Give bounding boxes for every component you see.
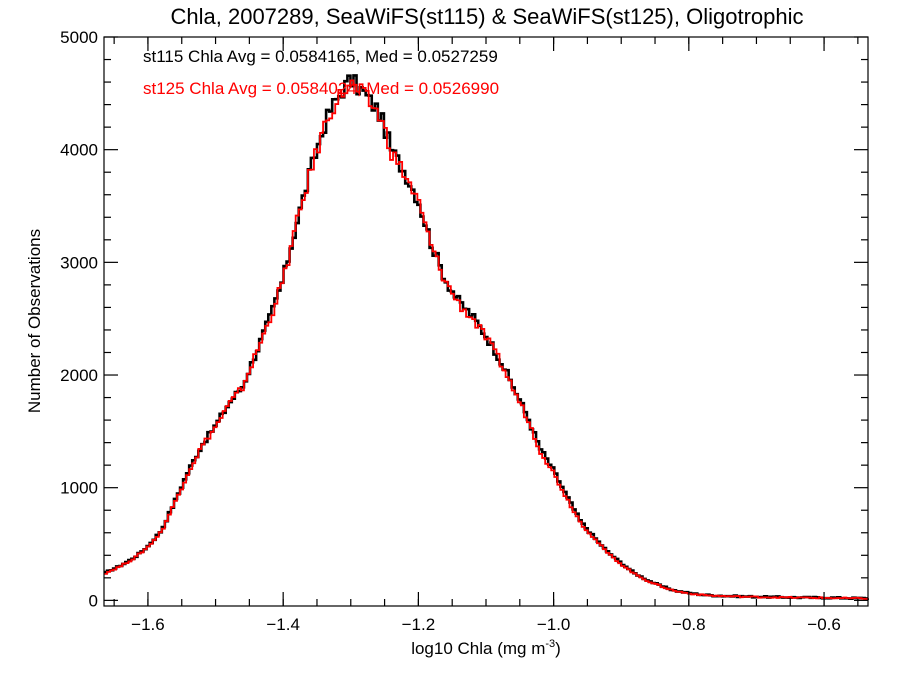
annotation-st125: st125 Chla Avg = 0.0584024, Med = 0.0526… (143, 79, 499, 98)
series-layer (104, 74, 869, 600)
x-tick-label: −0.8 (672, 615, 706, 634)
x-tick-label: −1.2 (402, 615, 436, 634)
y-tick-label: 5000 (60, 28, 98, 47)
x-axis-label: log10 Chla (mg m-3) (411, 638, 561, 658)
x-axis-label-sup: -3 (545, 638, 555, 650)
x-tick-label: −1.4 (266, 615, 300, 634)
y-tick-label: 4000 (60, 141, 98, 160)
y-axis-label: Number of Observations (25, 229, 44, 413)
chart-title: Chla, 2007289, SeaWiFS(st115) & SeaWiFS(… (171, 4, 804, 29)
y-tick-label: 2000 (60, 366, 98, 385)
x-axis-label-main: log10 Chla (mg m (411, 639, 545, 658)
x-tick-label: −0.6 (807, 615, 841, 634)
y-tick-label: 1000 (60, 479, 98, 498)
series-st125-line (104, 79, 869, 600)
x-tick-label: −1.6 (131, 615, 165, 634)
ticks-layer: −1.6 −1.4 −1.2 −1.0 −0.8 −0.6 0 1000 2000 3000 400… (60, 28, 868, 634)
y-tick-label: 3000 (60, 253, 98, 272)
x-axis-label-end: ) (555, 639, 561, 658)
annotation-st115: st115 Chla Avg = 0.0584165, Med = 0.0527… (143, 47, 498, 66)
y-tick-label: 0 (89, 591, 98, 610)
x-tick-label: −1.0 (537, 615, 571, 634)
